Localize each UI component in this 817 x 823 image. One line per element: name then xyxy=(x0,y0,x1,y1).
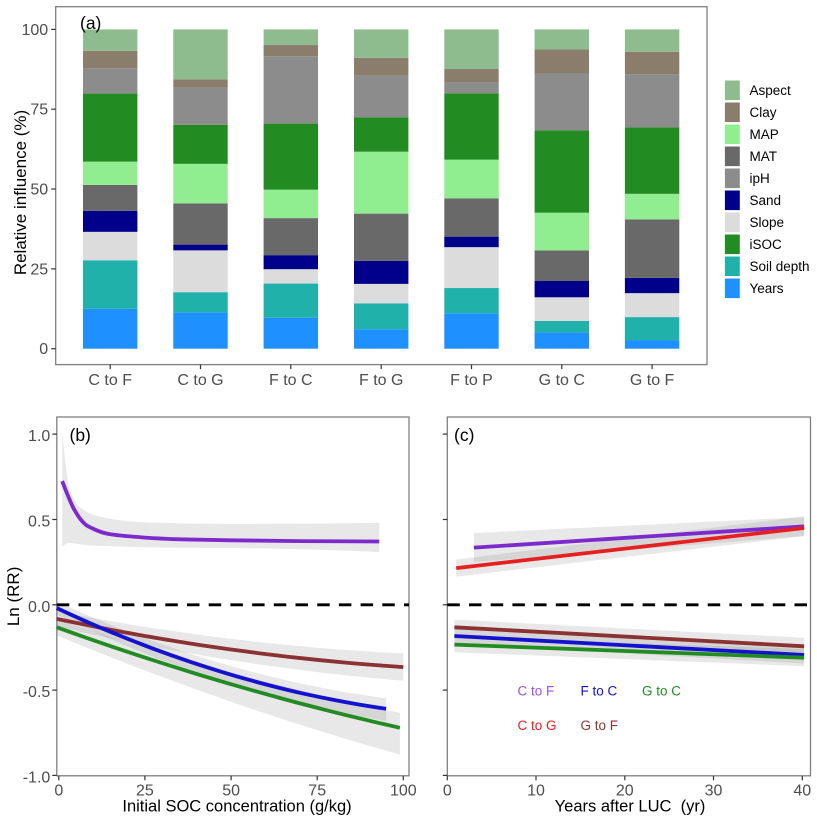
svg-text:0.0: 0.0 xyxy=(28,599,50,616)
svg-text:Sand: Sand xyxy=(750,193,782,208)
svg-text:50: 50 xyxy=(222,783,240,800)
svg-text:0: 0 xyxy=(39,341,48,358)
svg-text:MAT: MAT xyxy=(750,149,778,164)
svg-text:G to C: G to C xyxy=(539,372,585,389)
svg-text:(a): (a) xyxy=(80,13,101,33)
svg-text:75: 75 xyxy=(308,783,326,800)
svg-text:50: 50 xyxy=(30,182,48,199)
svg-text:30: 30 xyxy=(705,783,723,800)
svg-text:F to G: F to G xyxy=(359,372,403,389)
svg-text:100: 100 xyxy=(21,22,48,39)
svg-text:Ln (RR): Ln (RR) xyxy=(4,567,23,627)
svg-text:(c): (c) xyxy=(454,425,474,445)
svg-text:-0.5: -0.5 xyxy=(23,684,51,701)
svg-text:Clay: Clay xyxy=(750,105,777,120)
svg-text:40: 40 xyxy=(793,783,811,800)
svg-text:Initial SOC concentration (g/k: Initial SOC concentration (g/kg) xyxy=(122,798,351,816)
svg-text:F to C: F to C xyxy=(581,684,618,699)
svg-text:C to G: C to G xyxy=(177,372,223,389)
svg-text:Years: Years xyxy=(750,281,784,296)
svg-text:75: 75 xyxy=(30,102,48,119)
svg-text:iSOC: iSOC xyxy=(750,237,783,252)
svg-text:25: 25 xyxy=(136,783,154,800)
svg-text:C to G: C to G xyxy=(518,718,557,733)
svg-text:Relative influence (%): Relative influence (%) xyxy=(11,110,30,275)
svg-text:G to F: G to F xyxy=(630,372,675,389)
svg-text:100: 100 xyxy=(390,783,417,800)
svg-text:F to P: F to P xyxy=(450,372,493,389)
svg-text:C to F: C to F xyxy=(518,684,555,699)
svg-text:ipH: ipH xyxy=(750,171,770,186)
svg-text:10: 10 xyxy=(527,783,545,800)
svg-text:0: 0 xyxy=(443,783,452,800)
svg-text:Aspect: Aspect xyxy=(750,83,792,98)
svg-text:0.5: 0.5 xyxy=(28,514,50,531)
svg-text:25: 25 xyxy=(30,261,48,278)
svg-text:-1.0: -1.0 xyxy=(23,769,51,786)
svg-text:1.0: 1.0 xyxy=(28,428,50,445)
svg-text:C to F: C to F xyxy=(88,372,132,389)
svg-text:0: 0 xyxy=(54,783,63,800)
svg-text:G to C: G to C xyxy=(642,684,681,699)
svg-text:Years after LUC (yr): Years after LUC (yr) xyxy=(555,798,706,816)
svg-text:(b): (b) xyxy=(70,425,91,445)
svg-text:Slope: Slope xyxy=(750,215,785,230)
svg-text:Soil depth: Soil depth xyxy=(750,259,810,274)
svg-text:F to C: F to C xyxy=(269,372,313,389)
svg-text:G to F: G to F xyxy=(581,718,619,733)
svg-text:MAP: MAP xyxy=(750,127,779,142)
svg-text:20: 20 xyxy=(616,783,634,800)
